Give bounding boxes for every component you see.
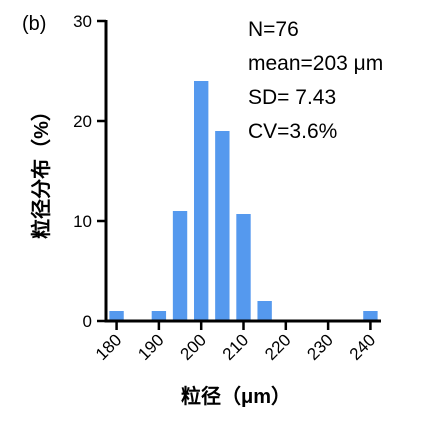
- y-axis-label: 粒径分布（%）: [29, 101, 53, 239]
- bar-200: [194, 81, 209, 321]
- y-tick-label: 30: [73, 12, 92, 31]
- y-axis: 0 10 20 30: [73, 12, 108, 331]
- x-axis: 180 190 200 210 220 230 240: [92, 319, 381, 364]
- y-tick-label: 20: [73, 112, 92, 131]
- bar-180: [109, 311, 124, 321]
- x-axis-label: 粒径（μm）: [181, 384, 291, 408]
- stat-line: CV=3.6%: [248, 120, 337, 143]
- bar-215: [257, 301, 272, 321]
- y-tick-label: 0: [83, 312, 92, 331]
- x-tick-label: 230: [303, 330, 336, 363]
- x-tick-label: 220: [261, 330, 294, 363]
- bar-210: [236, 214, 251, 321]
- y-tick-label: 10: [73, 212, 92, 231]
- bars-group: [109, 81, 378, 321]
- panel-label: (b): [22, 13, 46, 35]
- x-tick-label: 240: [346, 330, 379, 363]
- bar-240: [363, 311, 378, 321]
- bar-190: [151, 311, 167, 321]
- x-tick-label: 210: [219, 330, 252, 363]
- stat-line: SD= 7.43: [248, 86, 336, 109]
- x-tick-label: 190: [134, 330, 167, 363]
- stats-annotations: N=76 mean=203 μm SD= 7.43 CV=3.6%: [248, 18, 383, 143]
- x-tick-label: 180: [92, 330, 125, 363]
- stat-line: N=76: [248, 18, 299, 41]
- bar-205: [215, 131, 230, 321]
- bar-195: [172, 211, 188, 321]
- stat-line: mean=203 μm: [248, 52, 383, 75]
- x-tick-label: 200: [177, 330, 210, 363]
